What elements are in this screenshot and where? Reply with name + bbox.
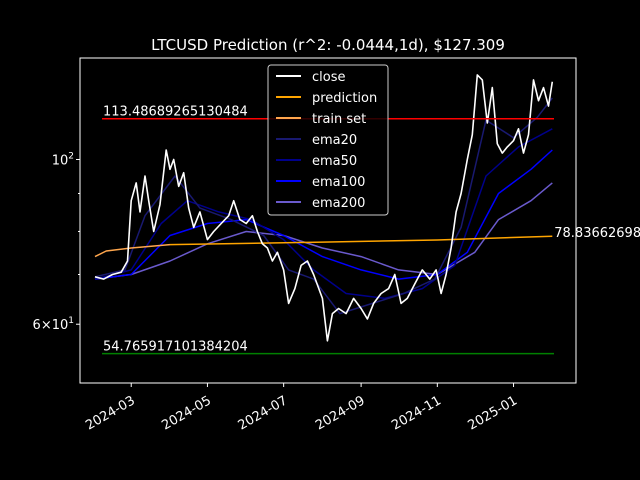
legend-box: [267, 64, 389, 216]
legend: close prediction train set ema20 ema50 ema100…: [267, 64, 389, 216]
legend-label: ema50: [312, 154, 357, 169]
reference-line-label: 113.48689265130484: [103, 105, 248, 120]
legend-label: close: [312, 70, 345, 85]
prediction-value-annotation: 78.83662698: [554, 226, 640, 241]
series-line-close: [94, 74, 554, 342]
series-line-ema50: [94, 128, 553, 300]
series-line-ema100: [94, 149, 553, 280]
legend-label: prediction: [312, 91, 377, 106]
y-tick-label: 6×101: [33, 316, 74, 333]
chart-title: LTCUSD Prediction (r^2: -0.0444,1d), $12…: [151, 36, 505, 54]
y-tick-base: 6×10: [33, 318, 69, 333]
y-tick-exponent: 2: [68, 152, 74, 162]
y-tick-exponent: 1: [68, 316, 74, 326]
series-line-train-set: [94, 243, 171, 258]
series-layer: [94, 74, 554, 342]
series-line-ema20: [94, 97, 553, 315]
y-tick-base: 10: [52, 154, 69, 169]
plot-area-frame: [79, 57, 577, 384]
legend-label: ema100: [312, 175, 365, 190]
reference-line-label: 54.765917101384204: [103, 340, 248, 355]
legend-label: ema20: [312, 133, 357, 148]
series-line-prediction: [169, 235, 553, 246]
legend-label: ema200: [312, 196, 365, 211]
y-tick-label: 102: [52, 152, 74, 169]
series-line-ema200: [94, 182, 553, 280]
legend-label: train set: [312, 112, 366, 127]
